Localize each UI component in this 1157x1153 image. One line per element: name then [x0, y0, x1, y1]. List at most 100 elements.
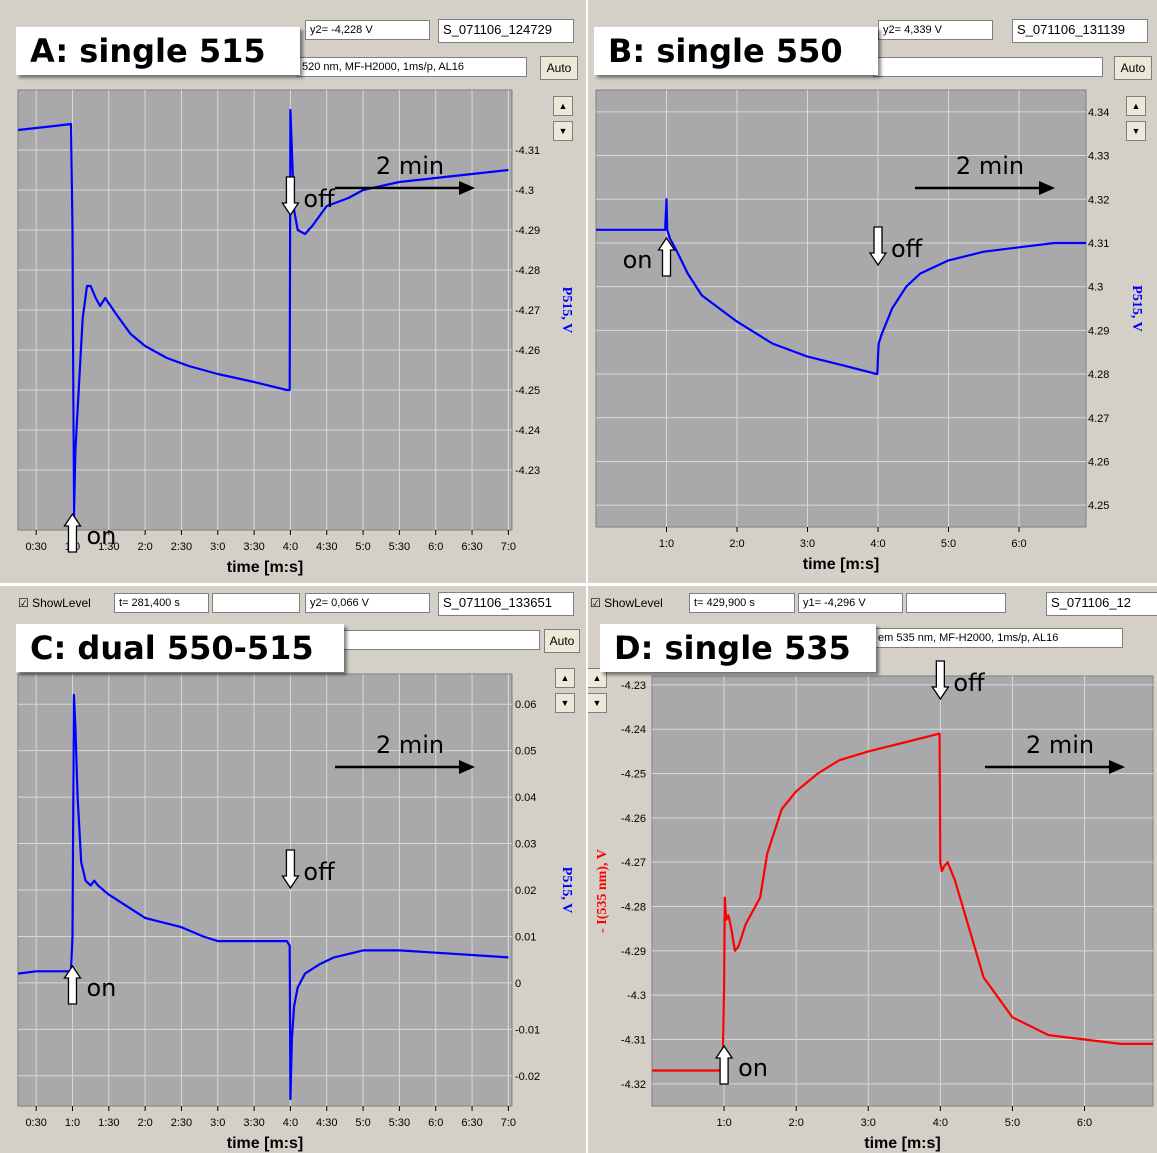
scroll-down-button[interactable]: ▼ — [1126, 121, 1146, 141]
x-tick-label: 5:30 — [389, 1117, 410, 1129]
y-axis-label: P515, V — [559, 867, 574, 913]
x-axis-label: time [m:s] — [227, 559, 303, 576]
y-tick-label: 0 — [515, 978, 521, 990]
chart-b: 1:0 2:0 3:0 4:0 5:0 6:0 4.34 4.33 4.32 4.31 4.3 4.2… — [595, 89, 1144, 573]
y-axis-label: P515, V — [1129, 285, 1144, 331]
on-arrow-icon — [714, 1044, 734, 1085]
off-label: off — [303, 858, 335, 886]
x-tick-label: 5:0 — [941, 538, 956, 550]
auto-button[interactable]: Auto — [1114, 56, 1152, 80]
x-tick-label: 3:30 — [243, 1117, 264, 1129]
x-tick-label: 6:0 — [428, 541, 443, 553]
y-tick-label: 4.27 — [1088, 413, 1109, 425]
y-tick-label: 0.04 — [515, 792, 536, 804]
file-id: S_071106_124729 — [438, 19, 574, 43]
scroll-up-button[interactable]: ▲ — [588, 668, 607, 688]
scroll-up-button[interactable]: ▲ — [553, 96, 573, 116]
on-label: on — [738, 1054, 768, 1082]
x-tick-label: 1:0 — [659, 538, 674, 550]
file-id: S_071106_133651 — [438, 592, 574, 616]
y-tick-label: -4.23 — [515, 465, 540, 477]
y-tick-label: -4.28 — [621, 902, 646, 914]
scale-arrow-head — [1039, 181, 1055, 195]
on-arrow-icon — [63, 512, 82, 553]
x-tick-label: 2:0 — [137, 1117, 152, 1129]
auto-button[interactable]: Auto — [540, 56, 578, 80]
panel-b-title: B: single 550 — [594, 27, 878, 75]
panel-d-title: D: single 535 — [600, 624, 876, 672]
y-tick-label: 4.28 — [1088, 369, 1109, 381]
y-tick-label: -4.25 — [621, 769, 646, 781]
trace-line — [17, 108, 509, 520]
off-label: off — [953, 669, 985, 697]
x-tick-label: 2:0 — [789, 1117, 804, 1129]
x-tick-label: 6:0 — [1011, 538, 1026, 550]
chart-c: 0:30 1:0 1:30 2:0 2:30 3:0 3:30 4:0 4:30 5:0 5:30 6… — [17, 673, 574, 1152]
auto-button[interactable]: Auto — [544, 629, 580, 653]
x-tick-label: 1:0 — [65, 1117, 80, 1129]
scroll-down-button[interactable]: ▼ — [588, 693, 607, 713]
chart-a: 0:301:01:302:02:303:03:304:04:305:05:306… — [17, 89, 574, 576]
off-arrow-icon — [931, 660, 950, 701]
y-tick-label: -4.28 — [515, 265, 540, 277]
scale-arrow-label: 2 min — [956, 152, 1024, 180]
x-tick-label: 3:0 — [800, 538, 815, 550]
file-id: S_071106_131139 — [1012, 19, 1148, 43]
x-tick-label: 1:0 — [716, 1117, 731, 1129]
showlevel-checkbox[interactable]: ☑ ShowLevel — [18, 596, 91, 610]
panel-a: y2= -4,228 V S_071106_124729 520 nm, MF-… — [0, 0, 586, 583]
scroll-down-button[interactable]: ▼ — [555, 693, 575, 713]
blank-field — [906, 593, 1006, 613]
chart-d: 1:0 2:0 3:0 4:0 5:0 6:0 -4.23 -4.24 -4.25 -4.26 -4… — [595, 660, 1154, 1152]
x-axis-label: time [m:s] — [864, 1135, 940, 1152]
trace-line — [652, 732, 1153, 1072]
x-tick-label: 3:0 — [210, 1117, 225, 1129]
y-tick-label: -4.29 — [621, 946, 646, 958]
showlevel-checkbox[interactable]: ☑ ShowLevel — [590, 596, 663, 610]
scroll-down-button[interactable]: ▼ — [553, 121, 573, 141]
plot-area — [651, 675, 1154, 1107]
y-tick-label: 0.03 — [515, 839, 536, 851]
scale-arrow-label: 2 min — [376, 152, 444, 180]
scale-arrow-head — [459, 181, 475, 195]
y-tick-label: -4.24 — [621, 724, 646, 736]
on-label: on — [623, 246, 653, 274]
x-tick-label: 0:30 — [25, 1117, 46, 1129]
y-tick-label: -4.3 — [627, 990, 646, 1002]
x-tick-label: 6:0 — [428, 1117, 443, 1129]
y-tick-label: 0.02 — [515, 885, 536, 897]
y-tick-label: -4.27 — [515, 305, 540, 317]
blank-field — [212, 593, 300, 613]
x-tick-label: 2:30 — [171, 541, 192, 553]
trace-line — [17, 693, 509, 1101]
x-tick-label: 7:0 — [501, 1117, 516, 1129]
showlevel-label: ShowLevel — [32, 596, 91, 610]
x-tick-label: 4:0 — [283, 541, 298, 553]
x-tick-label: 2:0 — [729, 538, 744, 550]
y-tick-label: -4.32 — [621, 1079, 646, 1091]
scroll-up-button[interactable]: ▲ — [1126, 96, 1146, 116]
panel-d: ☑ ShowLevel t= 429,900 s y1= -4,296 V S_… — [588, 586, 1157, 1153]
off-arrow-icon — [281, 176, 300, 217]
x-tick-label: 5:0 — [1005, 1117, 1020, 1129]
off-label: off — [303, 185, 335, 213]
x-tick-label: 2:0 — [137, 541, 152, 553]
scroll-up-button[interactable]: ▲ — [555, 668, 575, 688]
y-axis-label: - I(535 nm), V — [595, 849, 610, 933]
trace-line — [596, 198, 1086, 376]
scale-arrow-head — [459, 760, 475, 774]
on-label: on — [86, 522, 116, 550]
on-label: on — [86, 974, 116, 1002]
info-field: em 535 nm, MF-H2000, 1ms/p, AL16 — [873, 628, 1123, 648]
y-tick-label: -4.25 — [515, 385, 540, 397]
info-field: 520 nm, MF-H2000, 1ms/p, AL16 — [297, 57, 527, 77]
x-tick-label: 1:30 — [98, 1117, 119, 1129]
panel-c-title: C: dual 550-515 — [16, 624, 344, 672]
x-tick-label: 6:30 — [461, 541, 482, 553]
y-axis-label: P515, V — [559, 287, 574, 333]
y-tick-label: 4.29 — [1088, 325, 1109, 337]
t-readout: t= 429,900 s — [689, 593, 795, 613]
x-tick-label: 6:0 — [1077, 1117, 1092, 1129]
x-axis-label: time [m:s] — [803, 556, 879, 573]
x-tick-label: 4:30 — [316, 1117, 337, 1129]
